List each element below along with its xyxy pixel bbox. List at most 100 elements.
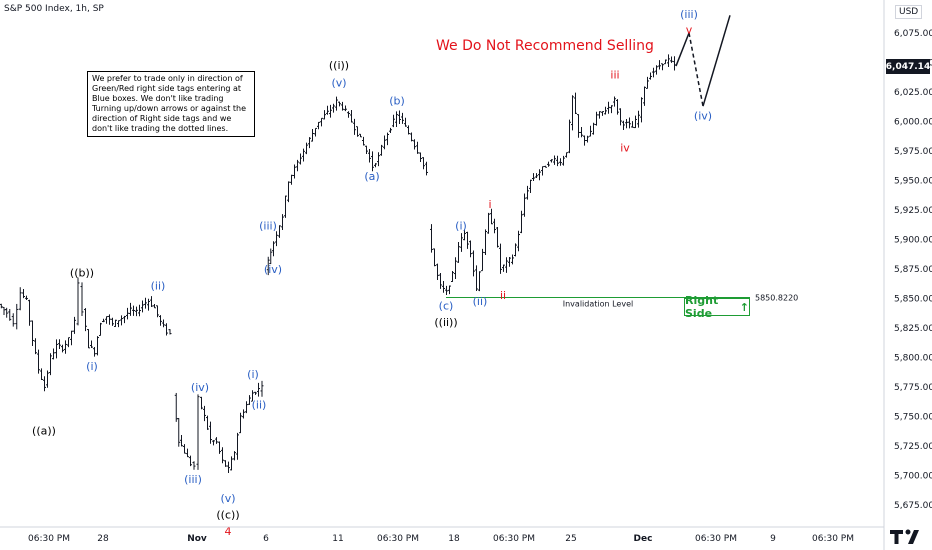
projection-final-leg <box>702 15 731 107</box>
ohlc-bar <box>383 135 386 150</box>
ohlc-bar <box>227 461 230 474</box>
ohlc-bar <box>466 231 469 249</box>
currency-label[interactable]: USD <box>895 5 923 19</box>
y-tick-label: 5,975.00 <box>894 147 932 157</box>
ohlc-bar <box>132 305 135 316</box>
ohlc-bar <box>55 339 58 359</box>
ohlc-bar <box>344 105 347 112</box>
ohlc-bar <box>314 127 317 137</box>
ohlc-bar <box>404 117 407 127</box>
ohlc-bar <box>392 114 395 128</box>
candles <box>0 54 676 474</box>
y-tick-label: 5,675.00 <box>894 501 932 511</box>
ohlc-bar <box>257 382 260 397</box>
ohlc-bar <box>365 145 368 155</box>
ohlc-bar <box>661 63 664 71</box>
ohlc-bar <box>541 166 544 176</box>
ohlc-bar <box>46 370 49 388</box>
ohlc-bar <box>425 161 428 176</box>
wave-label: ((a)) <box>32 425 56 438</box>
ohlc-bar <box>37 349 40 374</box>
ohlc-bar <box>15 303 19 330</box>
ohlc-bar <box>203 405 206 422</box>
ohlc-bar <box>144 297 147 309</box>
ohlc-bar <box>430 224 433 253</box>
x-tick-label: 06:30 PM <box>695 534 737 544</box>
ohlc-bar <box>323 110 326 120</box>
ohlc-bar <box>520 210 523 234</box>
y-tick-label: 5,850.00 <box>894 295 932 305</box>
ohlc-bar <box>622 120 625 131</box>
ohlc-bar <box>556 155 559 167</box>
x-tick-label: 28 <box>97 534 109 544</box>
ohlc-bar <box>329 104 332 118</box>
ohlc-bar <box>595 111 598 126</box>
ohlc-bar <box>649 72 652 80</box>
ohlc-bar <box>141 300 144 313</box>
ohlc-bar <box>580 127 583 138</box>
x-tick-label: Dec <box>634 534 653 544</box>
ohlc-bar <box>114 319 117 327</box>
y-tick-label: 5,925.00 <box>894 206 932 216</box>
ohlc-bar <box>147 298 150 311</box>
ohlc-bar <box>8 308 12 321</box>
invalidation-value: 5850.8220 <box>755 294 798 303</box>
wave-label: (iii) <box>680 8 698 21</box>
ohlc-bar <box>278 225 281 238</box>
wave-label: (i) <box>86 360 98 373</box>
ohlc-bar <box>454 257 457 279</box>
ohlc-bar <box>284 195 287 218</box>
ohlc-bar <box>308 137 311 149</box>
ohlc-bar <box>613 96 616 107</box>
ohlc-bar <box>90 340 93 348</box>
wave-label: (a) <box>364 170 379 183</box>
wave-label: i <box>488 198 491 211</box>
ohlc-bar <box>637 110 640 128</box>
ohlc-bar <box>553 155 556 165</box>
ohlc-bar <box>290 174 293 185</box>
ohlc-bar <box>25 295 28 300</box>
wave-label: (iv) <box>264 263 282 276</box>
ohlc-bar <box>457 242 460 263</box>
ohlc-bar <box>460 233 463 252</box>
ohlc-bar <box>293 164 296 179</box>
ohlc-bar <box>607 101 610 114</box>
ohlc-bar <box>619 108 622 126</box>
ohlc-bar <box>508 257 511 267</box>
ohlc-bar <box>317 121 320 130</box>
ohlc-bar <box>84 308 87 332</box>
ohlc-bar <box>67 337 70 348</box>
wave-label: v <box>686 23 693 36</box>
y-tick-label: 5,875.00 <box>894 265 932 275</box>
ohlc-bar <box>221 447 224 464</box>
ohlc-bar <box>610 105 613 114</box>
ohlc-bar <box>499 243 502 274</box>
ohlc-bar <box>0 303 3 309</box>
ohlc-bar <box>117 320 120 328</box>
right-side-tag: Right Side ↑ <box>684 294 750 320</box>
ohlc-bar <box>43 376 46 392</box>
ohlc-bar <box>631 121 634 128</box>
ohlc-bar <box>601 111 604 116</box>
ohlc-bar <box>108 314 111 325</box>
ohlc-bar <box>532 173 535 181</box>
ohlc-bar <box>58 339 61 349</box>
ohlc-bar <box>526 185 529 200</box>
ohlc-bar <box>625 118 628 129</box>
ohlc-bar <box>451 271 454 282</box>
wave-labels: ((b)) ((a)) (i) (ii) (iv) (iii) (v) ((c)) 4 (i) (i… <box>32 8 712 538</box>
ohlc-bar <box>272 241 275 257</box>
ohlc-bar <box>287 181 290 203</box>
ohlc-bar <box>544 165 547 168</box>
tradingview-logo-icon[interactable] <box>884 526 928 546</box>
ohlc-bar <box>153 303 156 309</box>
y-tick-label: 6,000.00 <box>894 118 932 128</box>
ohlc-bar <box>76 277 80 326</box>
ohlc-bar <box>413 139 416 150</box>
ohlc-bar <box>410 132 413 142</box>
y-tick-label: 5,900.00 <box>894 236 932 246</box>
ohlc-bar <box>565 152 568 158</box>
ohlc-bar <box>305 142 308 155</box>
ohlc-bar <box>335 96 338 111</box>
projection-up-leg <box>675 32 690 67</box>
